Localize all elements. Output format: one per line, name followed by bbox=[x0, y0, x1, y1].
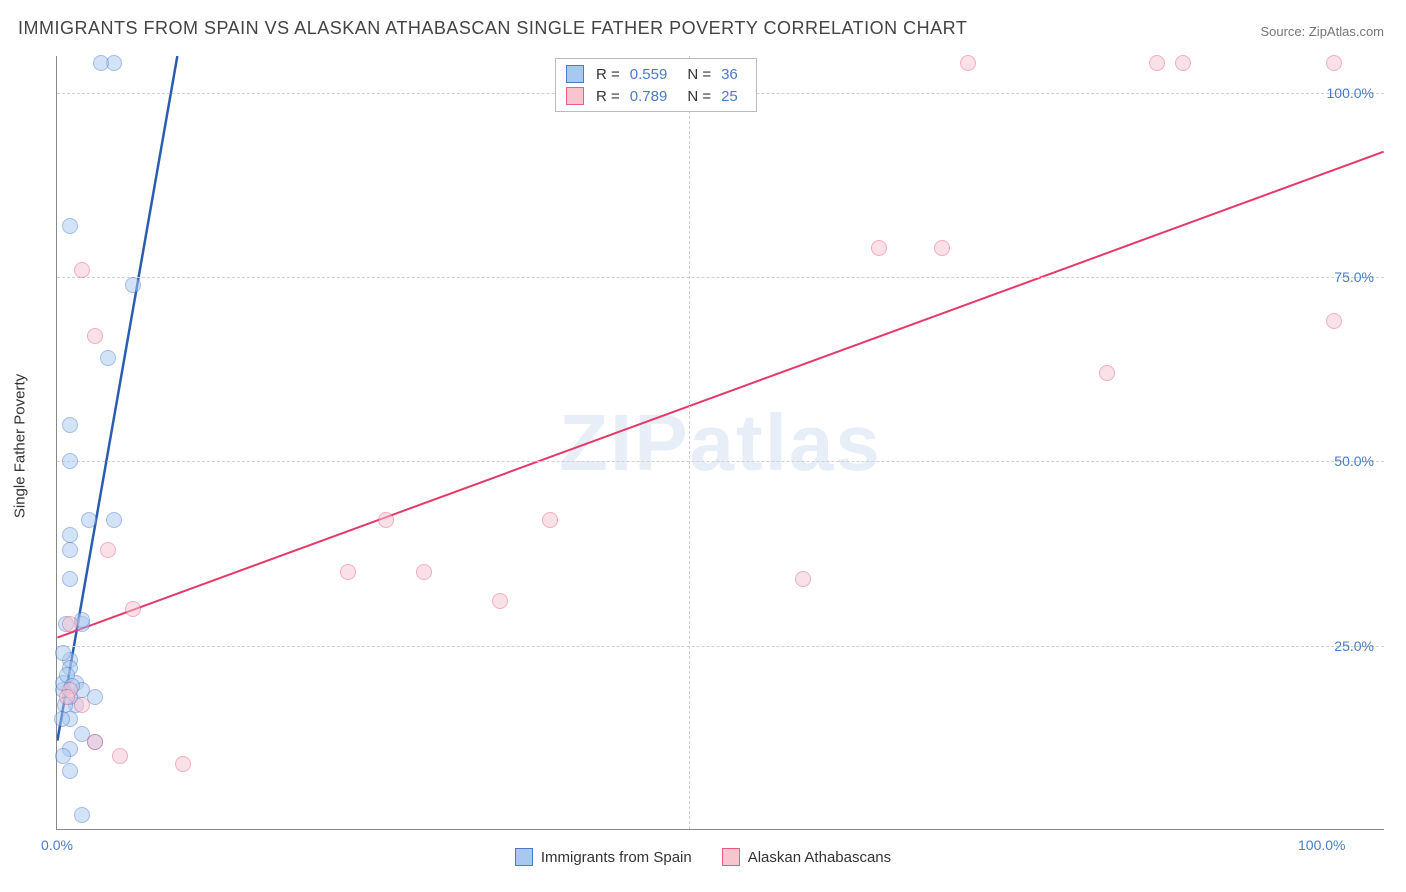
data-point bbox=[934, 240, 950, 256]
n-value: 36 bbox=[721, 66, 738, 83]
data-point bbox=[492, 593, 508, 609]
data-point bbox=[55, 748, 71, 764]
legend-label: Immigrants from Spain bbox=[541, 849, 692, 866]
data-point bbox=[74, 262, 90, 278]
source-label: Source: ZipAtlas.com bbox=[1260, 24, 1384, 39]
data-point bbox=[62, 616, 78, 632]
gridline-horizontal bbox=[57, 461, 1384, 462]
legend-swatch bbox=[566, 65, 584, 83]
data-point bbox=[795, 571, 811, 587]
data-point bbox=[1099, 365, 1115, 381]
y-tick-label: 25.0% bbox=[1334, 638, 1374, 654]
trend-line bbox=[57, 56, 177, 741]
data-point bbox=[112, 748, 128, 764]
data-point bbox=[62, 527, 78, 543]
data-point bbox=[1326, 55, 1342, 71]
data-point bbox=[81, 512, 97, 528]
data-point bbox=[62, 571, 78, 587]
data-point bbox=[62, 453, 78, 469]
stats-legend: R = 0.559 N = 36 R = 0.789 N = 25 bbox=[555, 58, 757, 112]
data-point bbox=[59, 689, 75, 705]
data-point bbox=[100, 350, 116, 366]
data-point bbox=[74, 807, 90, 823]
data-point bbox=[1326, 313, 1342, 329]
data-point bbox=[54, 711, 70, 727]
data-point bbox=[62, 763, 78, 779]
data-point bbox=[55, 645, 71, 661]
gridline-horizontal bbox=[57, 646, 1384, 647]
r-value: 0.559 bbox=[630, 66, 668, 83]
r-label: R = bbox=[596, 66, 620, 83]
data-point bbox=[100, 542, 116, 558]
y-tick-label: 50.0% bbox=[1334, 453, 1374, 469]
y-tick-label: 75.0% bbox=[1334, 269, 1374, 285]
bottom-legend-item: Alaskan Athabascans bbox=[722, 848, 891, 866]
y-axis-label: Single Father Poverty bbox=[12, 374, 29, 518]
data-point bbox=[340, 564, 356, 580]
data-point bbox=[125, 277, 141, 293]
data-point bbox=[542, 512, 558, 528]
data-point bbox=[87, 734, 103, 750]
legend-swatch bbox=[515, 848, 533, 866]
legend-row: R = 0.559 N = 36 bbox=[566, 63, 746, 85]
gridline-horizontal bbox=[57, 277, 1384, 278]
data-point bbox=[62, 542, 78, 558]
watermark-text: ZIPatlas bbox=[559, 397, 882, 489]
y-tick-label: 100.0% bbox=[1327, 85, 1374, 101]
bottom-legend-item: Immigrants from Spain bbox=[515, 848, 692, 866]
n-label: N = bbox=[687, 88, 711, 105]
legend-label: Alaskan Athabascans bbox=[748, 849, 891, 866]
data-point bbox=[62, 218, 78, 234]
legend-swatch bbox=[722, 848, 740, 866]
chart-container: IMMIGRANTS FROM SPAIN VS ALASKAN ATHABAS… bbox=[0, 0, 1406, 892]
r-value: 0.789 bbox=[630, 88, 668, 105]
data-point bbox=[1175, 55, 1191, 71]
n-label: N = bbox=[687, 66, 711, 83]
data-point bbox=[175, 756, 191, 772]
data-point bbox=[378, 512, 394, 528]
gridline-vertical bbox=[689, 56, 690, 829]
data-point bbox=[125, 601, 141, 617]
r-label: R = bbox=[596, 88, 620, 105]
data-point bbox=[62, 417, 78, 433]
data-point bbox=[74, 697, 90, 713]
data-point bbox=[416, 564, 432, 580]
chart-title: IMMIGRANTS FROM SPAIN VS ALASKAN ATHABAS… bbox=[18, 18, 967, 39]
data-point bbox=[106, 512, 122, 528]
trend-lines-svg bbox=[57, 56, 1384, 829]
plot-area: ZIPatlas 25.0%50.0%75.0%100.0%0.0%100.0% bbox=[56, 56, 1384, 830]
trend-line bbox=[57, 152, 1383, 638]
data-point bbox=[93, 55, 109, 71]
data-point bbox=[87, 328, 103, 344]
legend-row: R = 0.789 N = 25 bbox=[566, 85, 746, 107]
data-point bbox=[871, 240, 887, 256]
n-value: 25 bbox=[721, 88, 738, 105]
data-point bbox=[1149, 55, 1165, 71]
bottom-legend: Immigrants from Spain Alaskan Athabascans bbox=[0, 848, 1406, 866]
data-point bbox=[960, 55, 976, 71]
legend-swatch bbox=[566, 87, 584, 105]
